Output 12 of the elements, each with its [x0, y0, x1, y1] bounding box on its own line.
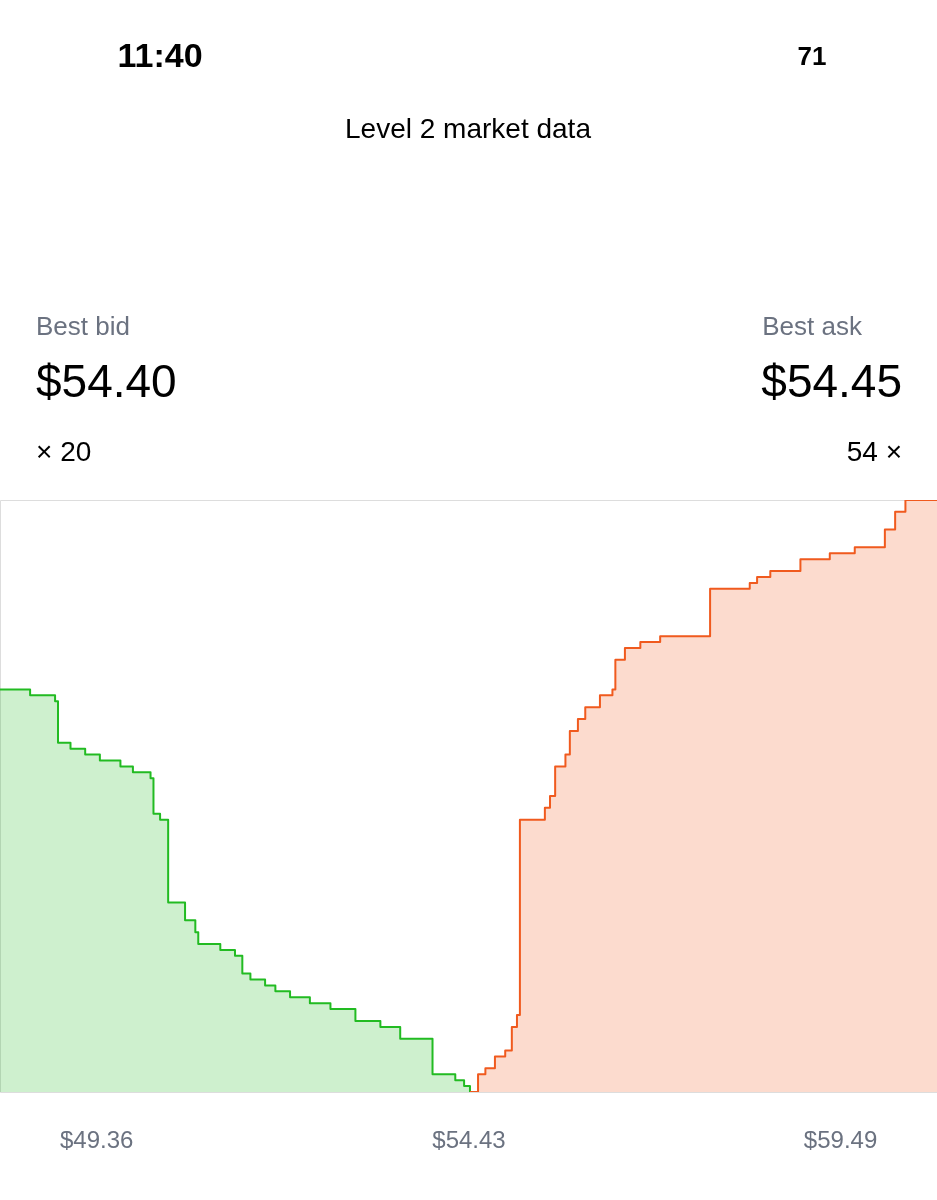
text: Best ask [762, 311, 863, 341]
x-tick-label: $49.36 [59, 1125, 134, 1153]
x-tick-label: $54.43 [432, 1125, 506, 1153]
chart-title: Level 2 market data [345, 113, 592, 144]
text: 71 [797, 41, 827, 71]
text: 11:40 [117, 36, 203, 74]
text: × 20 [36, 436, 92, 467]
text: $54.45 [761, 355, 902, 407]
x-tick-label: $59.49 [803, 1125, 878, 1153]
text: 54 × [846, 436, 902, 467]
text: Best bid [36, 311, 130, 341]
text: $54.40 [36, 355, 177, 407]
